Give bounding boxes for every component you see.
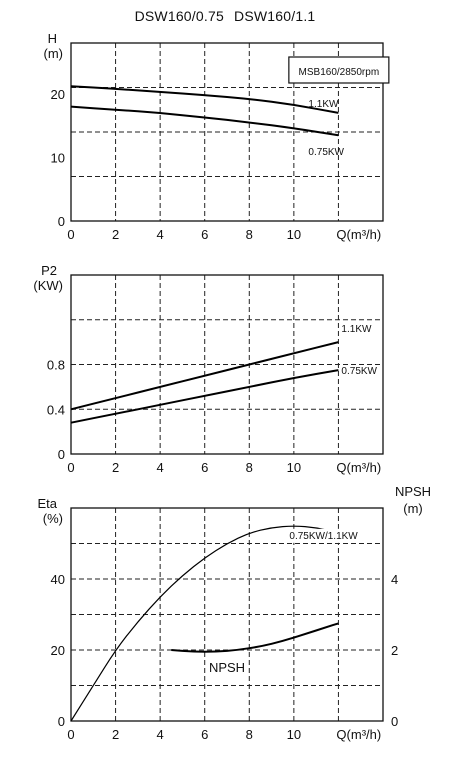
series-line-1-1kw bbox=[70, 341, 339, 411]
y-tick-label: 0 bbox=[58, 447, 65, 462]
series-label: 0.75KW bbox=[308, 147, 344, 158]
model-label-b: DSW160/1.1 bbox=[234, 8, 316, 24]
y2-tick-label: 2 bbox=[391, 643, 398, 658]
y2-axis-unit: (m) bbox=[403, 501, 423, 516]
series-label: 1.1KW bbox=[341, 324, 372, 335]
y-axis-unit: (m) bbox=[44, 46, 64, 61]
speed-label: MSB160/2850rpm bbox=[299, 67, 380, 78]
series-line-npsh bbox=[171, 622, 339, 653]
y-tick-label: 40 bbox=[51, 572, 65, 587]
y-tick-label: 10 bbox=[51, 150, 65, 165]
series-label: NPSH bbox=[209, 660, 245, 675]
series-label: 0.75KW/1.1KW bbox=[289, 531, 358, 542]
x-tick-label: 8 bbox=[246, 727, 253, 742]
series-label: 1.1KW bbox=[308, 99, 339, 110]
plot-frame bbox=[70, 42, 384, 222]
chart-title: DSW160/0.75 DSW160/1.1 bbox=[0, 8, 450, 24]
x-tick-label: 10 bbox=[287, 460, 301, 475]
x-axis-label: Q(m³/h) bbox=[336, 227, 381, 242]
y2-tick-label: 4 bbox=[391, 572, 398, 587]
y-tick-label: 20 bbox=[51, 643, 65, 658]
series-label: 0.75KW bbox=[341, 366, 377, 377]
y-axis-unit: (%) bbox=[43, 511, 63, 526]
series-label-bg bbox=[285, 528, 366, 543]
y2-tick-label: 0 bbox=[391, 714, 398, 729]
x-tick-label: 2 bbox=[112, 460, 119, 475]
x-axis-label: Q(m³/h) bbox=[336, 727, 381, 742]
y-axis-label: H bbox=[48, 31, 57, 46]
model-label-a: DSW160/0.75 bbox=[134, 8, 224, 24]
x-tick-label: 10 bbox=[287, 227, 301, 242]
x-tick-label: 8 bbox=[246, 227, 253, 242]
speed-label-box bbox=[288, 56, 390, 84]
series-line-0-75kw bbox=[70, 369, 339, 424]
series-line-0-75kw-1-1kw bbox=[70, 525, 339, 722]
plot-frame bbox=[70, 507, 384, 722]
series-line-1-1kw bbox=[70, 85, 339, 114]
x-tick-label: 6 bbox=[201, 727, 208, 742]
y2-axis-label: NPSH bbox=[395, 484, 431, 499]
x-tick-label: 0 bbox=[67, 727, 74, 742]
x-tick-label: 2 bbox=[112, 727, 119, 742]
x-tick-label: 0 bbox=[67, 460, 74, 475]
y-axis-unit: (KW) bbox=[33, 278, 63, 293]
series-line-0-75kw bbox=[70, 105, 339, 137]
y-tick-label: 0 bbox=[58, 714, 65, 729]
x-tick-label: 4 bbox=[157, 460, 164, 475]
x-tick-label: 10 bbox=[287, 727, 301, 742]
x-tick-label: 6 bbox=[201, 227, 208, 242]
x-axis-label: Q(m³/h) bbox=[336, 460, 381, 475]
y-tick-label: 20 bbox=[51, 87, 65, 102]
y-axis-label: Eta bbox=[37, 496, 57, 511]
x-tick-label: 4 bbox=[157, 227, 164, 242]
x-tick-label: 4 bbox=[157, 727, 164, 742]
x-tick-label: 2 bbox=[112, 227, 119, 242]
x-tick-label: 0 bbox=[67, 227, 74, 242]
x-tick-label: 6 bbox=[201, 460, 208, 475]
y-axis-label: P2 bbox=[41, 263, 57, 278]
y-tick-label: 0.8 bbox=[47, 358, 65, 373]
y-tick-label: 0 bbox=[58, 214, 65, 229]
plot-frame bbox=[70, 274, 384, 455]
y-tick-label: 0.4 bbox=[47, 402, 65, 417]
x-tick-label: 8 bbox=[246, 460, 253, 475]
